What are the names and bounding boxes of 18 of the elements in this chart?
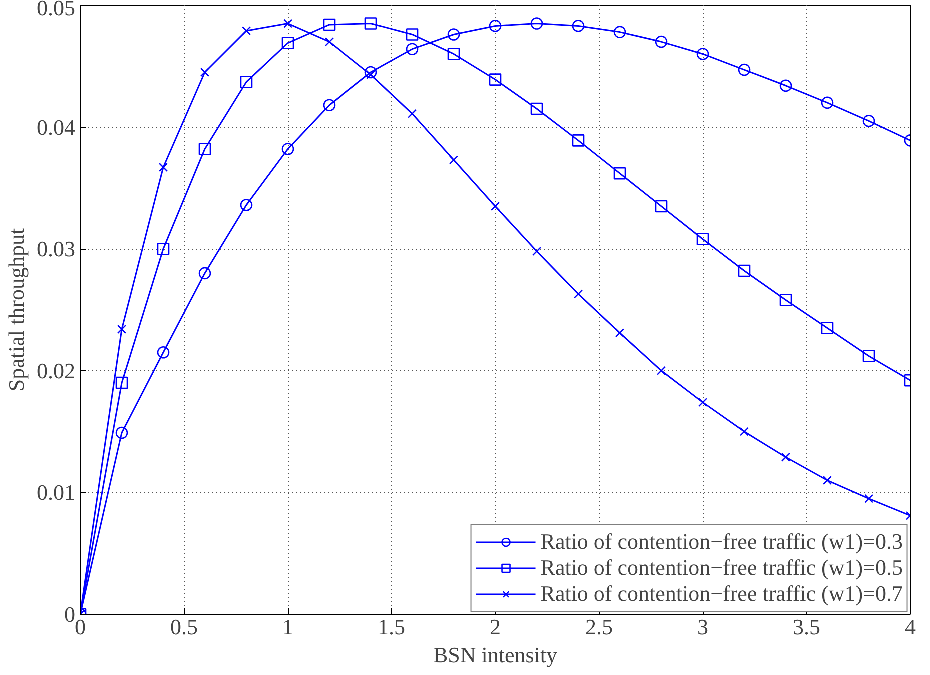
legend-label: Ratio of contention−free traffic (w1)=0.3 bbox=[540, 529, 903, 555]
y-axis-title: Spatial throughput bbox=[4, 228, 29, 392]
y-tick-label: 0.04 bbox=[37, 114, 76, 140]
x-tick-label: 4 bbox=[905, 614, 916, 640]
y-tick-label: 0.05 bbox=[37, 0, 76, 20]
x-axis-title: BSN intensity bbox=[433, 642, 558, 668]
x-tick-label: 2.5 bbox=[586, 614, 613, 640]
y-tick-label: 0.03 bbox=[37, 236, 76, 262]
x-tick-label: 1.5 bbox=[378, 614, 406, 640]
legend-label: Ratio of contention−free traffic (w1)=0.7 bbox=[540, 581, 903, 607]
x-tick-label: 3.5 bbox=[793, 614, 820, 640]
y-tick-label: 0.01 bbox=[37, 480, 76, 506]
x-tick-label: 1 bbox=[282, 614, 294, 640]
x-tick-label: 0.5 bbox=[170, 614, 198, 640]
legend-label: Ratio of contention−free traffic (w1)=0.5 bbox=[540, 555, 903, 581]
y-tick-label: 0.02 bbox=[37, 358, 76, 384]
x-tick-label: 3 bbox=[698, 614, 708, 640]
x-tick-label: 2 bbox=[490, 614, 501, 640]
